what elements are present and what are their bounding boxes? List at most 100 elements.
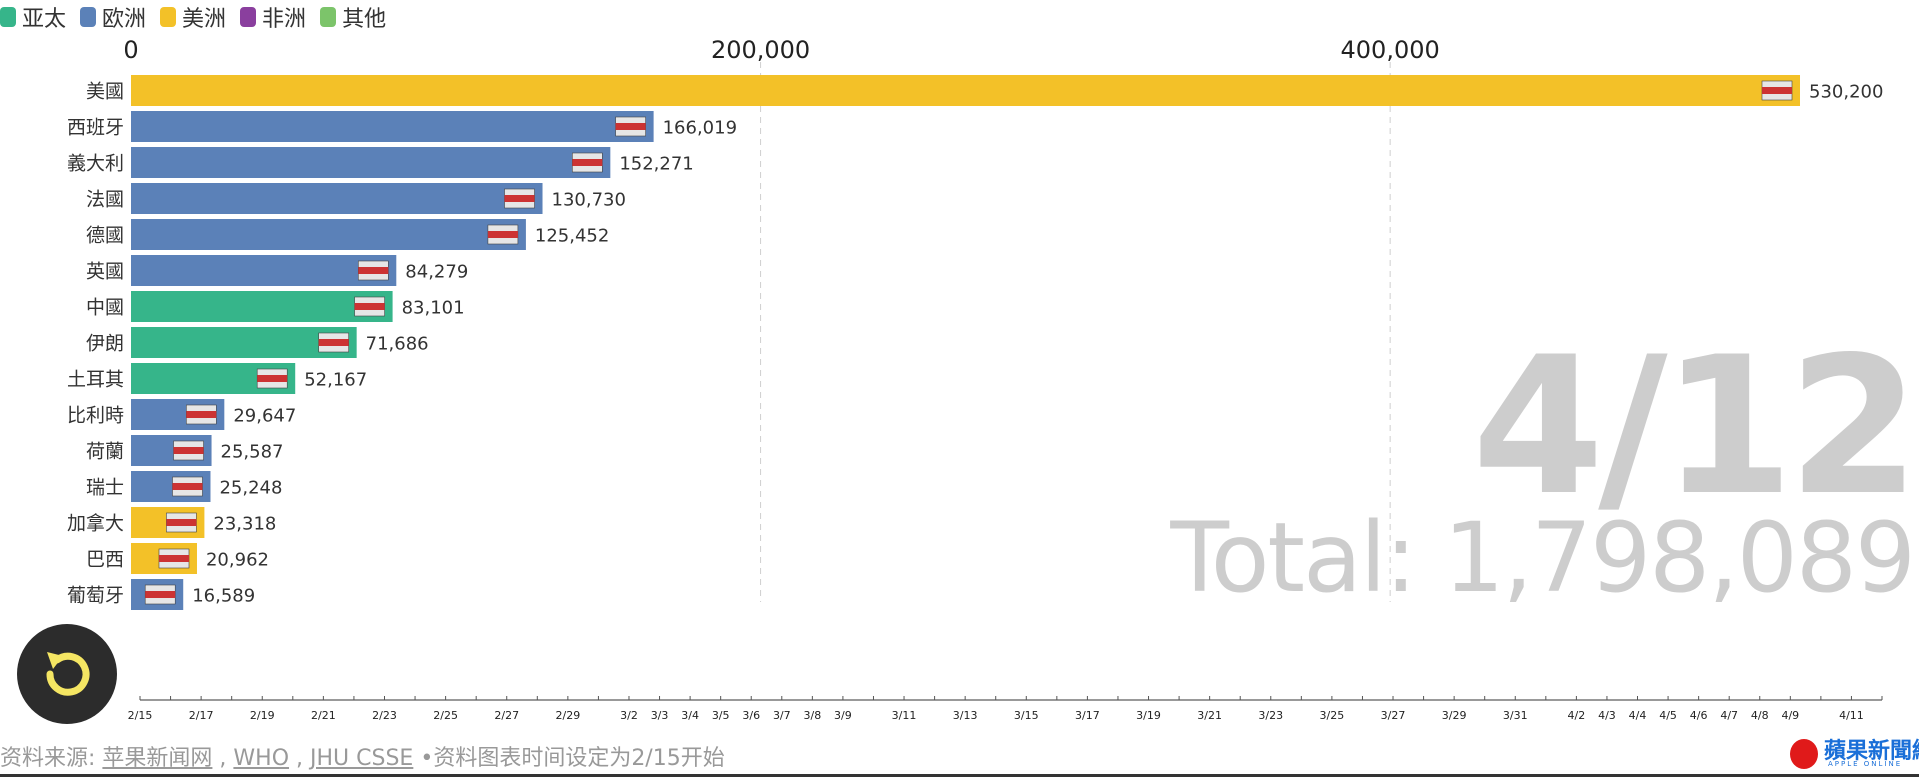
timeline-label: 3/7 — [773, 709, 791, 722]
timeline-label: 3/2 — [620, 709, 638, 722]
portugal-flag-icon — [144, 584, 176, 605]
timeline-label: 3/6 — [742, 709, 760, 722]
value-label: 530,200 — [1809, 82, 1883, 103]
timeline-label: 3/31 — [1503, 709, 1528, 722]
bar — [131, 183, 543, 214]
timeline-label: 3/4 — [681, 709, 699, 722]
category-label: 英國 — [86, 261, 124, 283]
timeline-label: 3/25 — [1320, 709, 1345, 722]
value-label: 25,587 — [221, 442, 284, 463]
apple-icon — [1790, 739, 1818, 769]
china-flag-icon — [354, 296, 385, 317]
timeline-label: 3/8 — [803, 709, 821, 722]
bar-chart: 0 200,000 400,000 美國 530,200 西班牙 166,019 義大利 152… — [67, 36, 1883, 722]
replay-button[interactable] — [17, 624, 117, 724]
legend-item[interactable]: 非洲 — [240, 1, 306, 33]
legend-item[interactable]: 亚太 — [0, 1, 66, 33]
value-label: 152,271 — [619, 154, 693, 175]
turkey-flag-icon — [256, 368, 288, 389]
bar — [131, 291, 393, 322]
x-tick-label: 0 — [123, 36, 138, 64]
timeline-label: 4/5 — [1659, 709, 1677, 722]
timeline-label: 2/19 — [250, 709, 275, 722]
timeline-label: 3/23 — [1258, 709, 1283, 722]
timeline-label: 2/17 — [189, 709, 214, 722]
source-link-who[interactable]: WHO — [233, 746, 290, 771]
legend-label: 非洲 — [262, 7, 307, 32]
timeline-label: 3/19 — [1136, 709, 1161, 722]
timeline-label: 3/29 — [1442, 709, 1467, 722]
legend-swatch — [80, 7, 97, 27]
value-label: 84,279 — [405, 262, 468, 283]
value-label: 130,730 — [552, 190, 626, 211]
value-label: 52,167 — [304, 370, 367, 391]
value-label: 166,019 — [663, 118, 737, 139]
bar — [131, 147, 611, 178]
source-separator: , — [289, 746, 311, 771]
category-label: 德國 — [86, 225, 124, 247]
timeline-label: 4/11 — [1839, 709, 1864, 722]
legend-label: 欧洲 — [102, 7, 147, 32]
source-link-jhu[interactable]: JHU CSSE — [310, 746, 414, 771]
value-label: 29,647 — [233, 406, 296, 427]
bar — [131, 75, 1800, 106]
switzerland-flag-icon — [172, 476, 203, 497]
source-separator: , — [212, 746, 234, 771]
source-prefix: 资料来源: — [0, 746, 103, 771]
value-label: 20,962 — [206, 550, 269, 571]
timeline-label: 2/25 — [433, 709, 458, 722]
category-label: 義大利 — [67, 153, 124, 175]
timeline-label: 4/4 — [1629, 709, 1647, 722]
category-label: 西班牙 — [67, 117, 124, 139]
timeline-label: 4/2 — [1568, 709, 1586, 722]
timeline-label: 4/7 — [1720, 709, 1738, 722]
legend-item[interactable]: 其他 — [320, 1, 386, 33]
legend-item[interactable]: 欧洲 — [80, 1, 146, 33]
legend-item[interactable]: 美洲 — [160, 1, 226, 33]
source-link-apple[interactable]: 苹果新闻网 — [102, 746, 213, 771]
timeline-label: 2/29 — [556, 709, 581, 722]
legend-label: 其他 — [342, 7, 387, 32]
source-line: 资料来源: 苹果新闻网 , WHO , JHU CSSE •资料图表时间设定为2… — [0, 740, 725, 772]
value-label: 71,686 — [366, 334, 429, 355]
timeline-label: 3/15 — [1014, 709, 1039, 722]
value-label: 23,318 — [213, 514, 276, 535]
timeline-label: 4/6 — [1690, 709, 1708, 722]
value-label: 25,248 — [219, 478, 282, 499]
spain-flag-icon — [615, 116, 646, 137]
bar — [131, 219, 526, 250]
legend-swatch — [160, 7, 177, 27]
category-label: 美國 — [86, 81, 124, 103]
timeline-label: 3/17 — [1075, 709, 1100, 722]
timeline-label: 2/27 — [494, 709, 519, 722]
chart-legend: 亚太 欧洲 美洲 非洲 其他 — [0, 1, 400, 33]
source-suffix: •资料图表时间设定为2/15开始 — [413, 746, 725, 771]
category-label: 瑞士 — [86, 477, 124, 499]
value-label: 83,101 — [402, 298, 465, 319]
x-tick-label: 200,000 — [711, 36, 810, 64]
bar — [131, 255, 397, 286]
replay-icon — [46, 652, 90, 696]
timeline-label: 4/3 — [1598, 709, 1616, 722]
legend-swatch — [0, 7, 16, 27]
netherlands-flag-icon — [173, 440, 204, 461]
legend-swatch — [320, 7, 337, 27]
legend-swatch — [240, 7, 257, 27]
category-label: 比利時 — [67, 405, 124, 427]
bottom-border — [0, 774, 1919, 777]
iran-flag-icon — [318, 332, 349, 353]
legend-label: 亚太 — [22, 7, 67, 32]
timeline-label: 3/3 — [651, 709, 669, 722]
brazil-flag-icon — [158, 548, 190, 569]
x-tick-label: 400,000 — [1341, 36, 1440, 64]
timeline-label: 3/9 — [834, 709, 852, 722]
timeline-label: 3/13 — [953, 709, 978, 722]
category-label: 荷蘭 — [86, 441, 124, 463]
belgium-flag-icon — [186, 404, 217, 425]
timeline-label: 3/11 — [892, 709, 917, 722]
timeline-label: 2/21 — [311, 709, 336, 722]
value-label: 16,589 — [192, 586, 255, 607]
current-date-label: 4/12 — [1471, 316, 1919, 537]
timeline-label: 2/15 — [128, 709, 153, 722]
italy-flag-icon — [572, 152, 603, 173]
